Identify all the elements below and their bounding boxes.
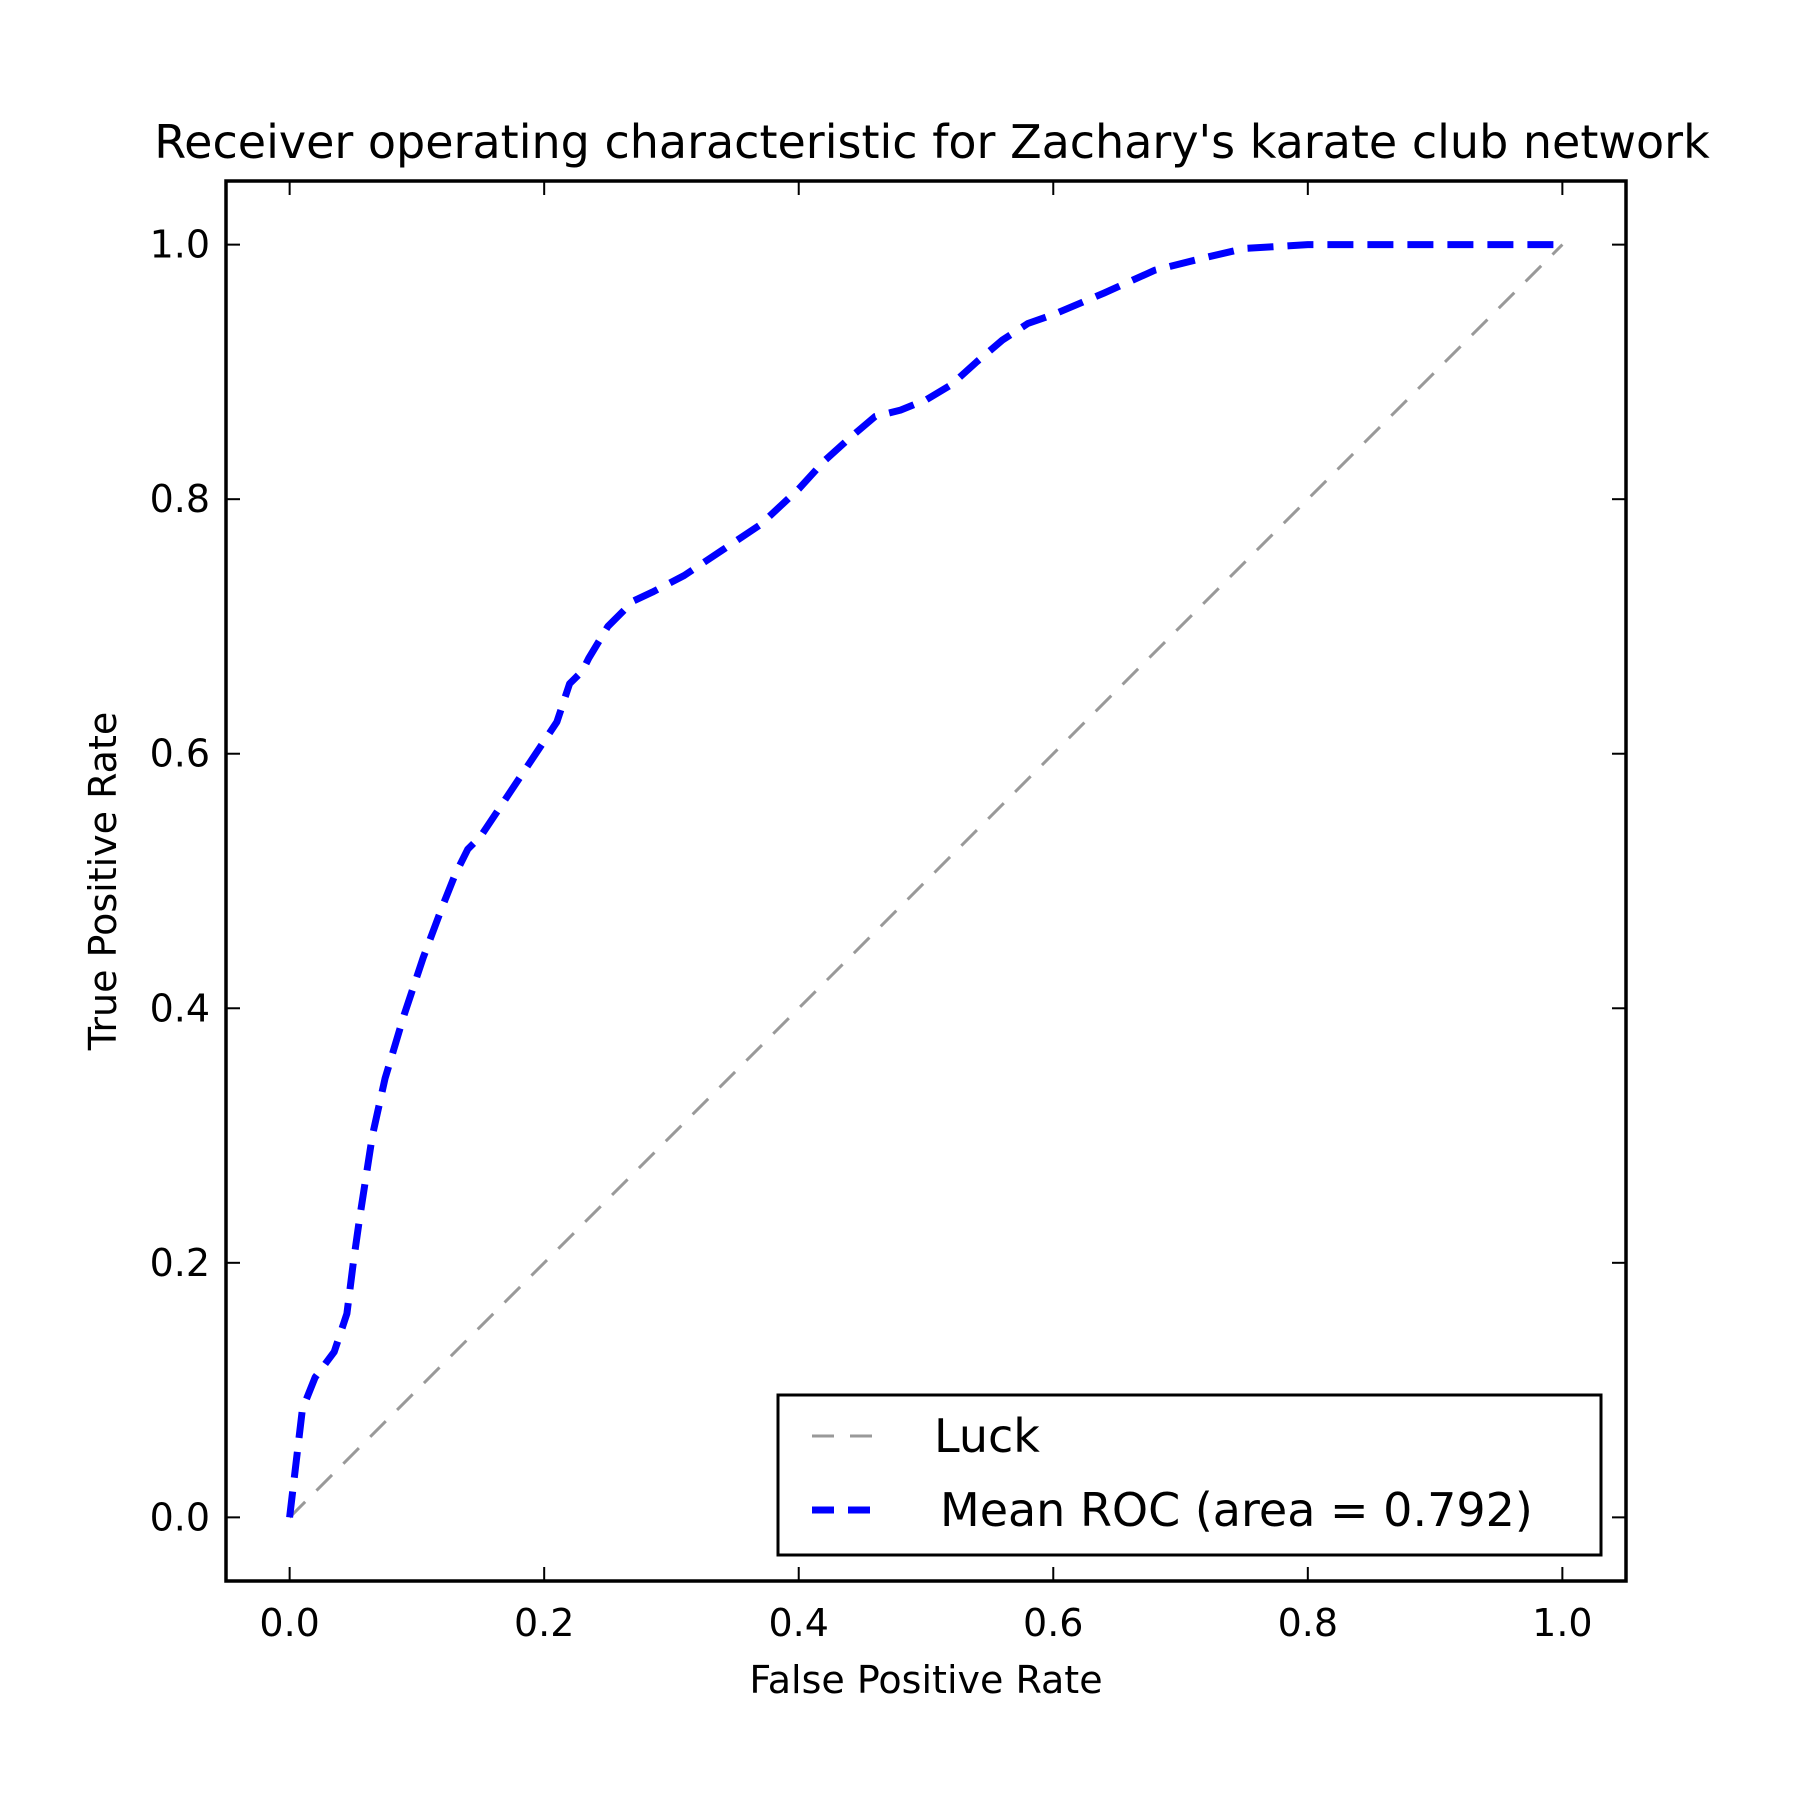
x-tick-label: 0.8 bbox=[1278, 1601, 1338, 1645]
chart-title: Receiver operating characteristic for Za… bbox=[154, 115, 1710, 169]
luck-line bbox=[288, 243, 1564, 1519]
plot-area bbox=[224, 179, 1628, 1583]
x-tick-label: 1.0 bbox=[1532, 1601, 1592, 1645]
x-axis-label: False Positive Rate bbox=[749, 1658, 1102, 1702]
x-tick-label: 0.6 bbox=[1023, 1601, 1083, 1645]
series-layer bbox=[286, 241, 1564, 1519]
x-tick-label: 0.2 bbox=[514, 1601, 574, 1645]
legend-box bbox=[776, 1393, 1603, 1557]
x-tick-label: 0.0 bbox=[259, 1601, 319, 1645]
legend: Luck Mean ROC (area = 0.792) bbox=[776, 1393, 1603, 1557]
y-tick-label: 0.2 bbox=[150, 1241, 210, 1285]
y-ticks bbox=[226, 243, 1626, 1519]
y-tick-labels: 0.0 0.2 0.4 0.6 0.8 1.0 bbox=[150, 223, 210, 1540]
y-tick-label: 0.4 bbox=[150, 986, 210, 1030]
y-tick-label: 0.0 bbox=[150, 1495, 210, 1539]
x-tick-label: 0.4 bbox=[769, 1601, 829, 1645]
legend-label-mean-roc: Mean ROC (area = 0.792) bbox=[940, 1483, 1533, 1537]
x-ticks bbox=[288, 181, 1564, 1581]
y-tick-label: 0.6 bbox=[150, 732, 210, 776]
y-tick-label: 1.0 bbox=[150, 223, 210, 267]
legend-label-luck: Luck bbox=[934, 1409, 1040, 1463]
x-tick-labels: 0.0 0.2 0.4 0.6 0.8 1.0 bbox=[259, 1601, 1592, 1645]
y-axis-label: True Positive Rate bbox=[81, 712, 125, 1052]
y-tick-label: 0.8 bbox=[150, 477, 210, 521]
mean-roc-line bbox=[286, 241, 1563, 1518]
